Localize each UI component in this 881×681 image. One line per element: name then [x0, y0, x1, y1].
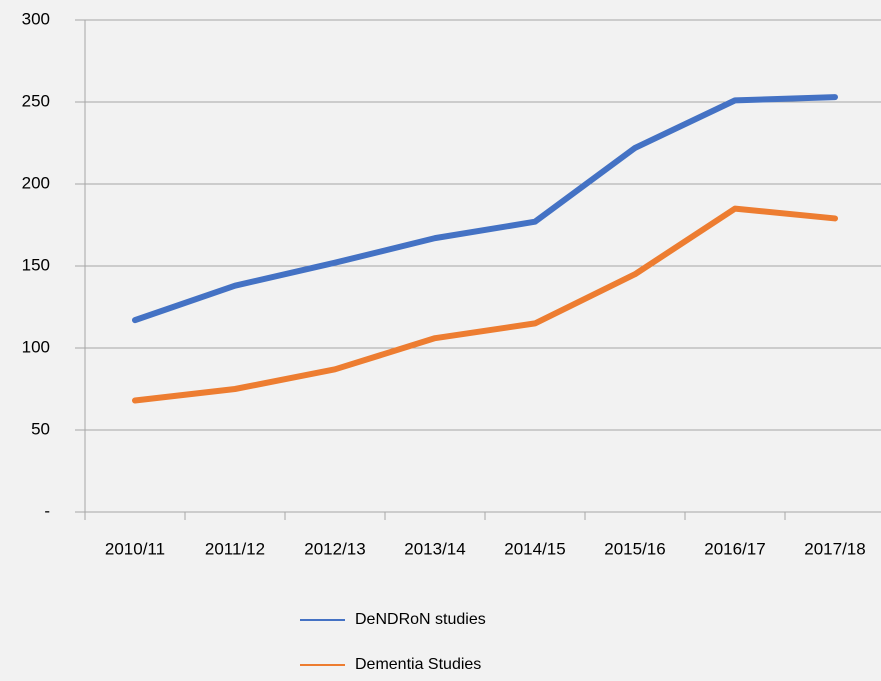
legend-label: DeNDRoN studies [355, 611, 486, 628]
x-tick-label: 2012/13 [304, 539, 365, 558]
x-tick-label: 2010/11 [105, 539, 165, 558]
series-line [132, 94, 838, 324]
series-line [132, 205, 838, 404]
y-tick-label: 100 [22, 337, 50, 356]
x-tick-label: 2016/17 [704, 539, 765, 558]
x-tick-label: 2014/15 [504, 539, 565, 558]
legend-label: Dementia Studies [355, 656, 481, 673]
y-tick-label: 200 [22, 173, 50, 192]
x-tick-label: 2015/16 [604, 539, 665, 558]
x-tick-label: 2011/12 [205, 539, 265, 558]
y-tick-label: 300 [22, 9, 50, 28]
y-tick-label: 250 [22, 91, 50, 110]
x-tick-label: 2017/18 [804, 539, 865, 558]
y-tick-label: - [44, 501, 50, 520]
y-tick-label: 150 [22, 255, 50, 274]
y-tick-label: 50 [31, 419, 50, 438]
x-tick-label: 2013/14 [404, 539, 465, 558]
